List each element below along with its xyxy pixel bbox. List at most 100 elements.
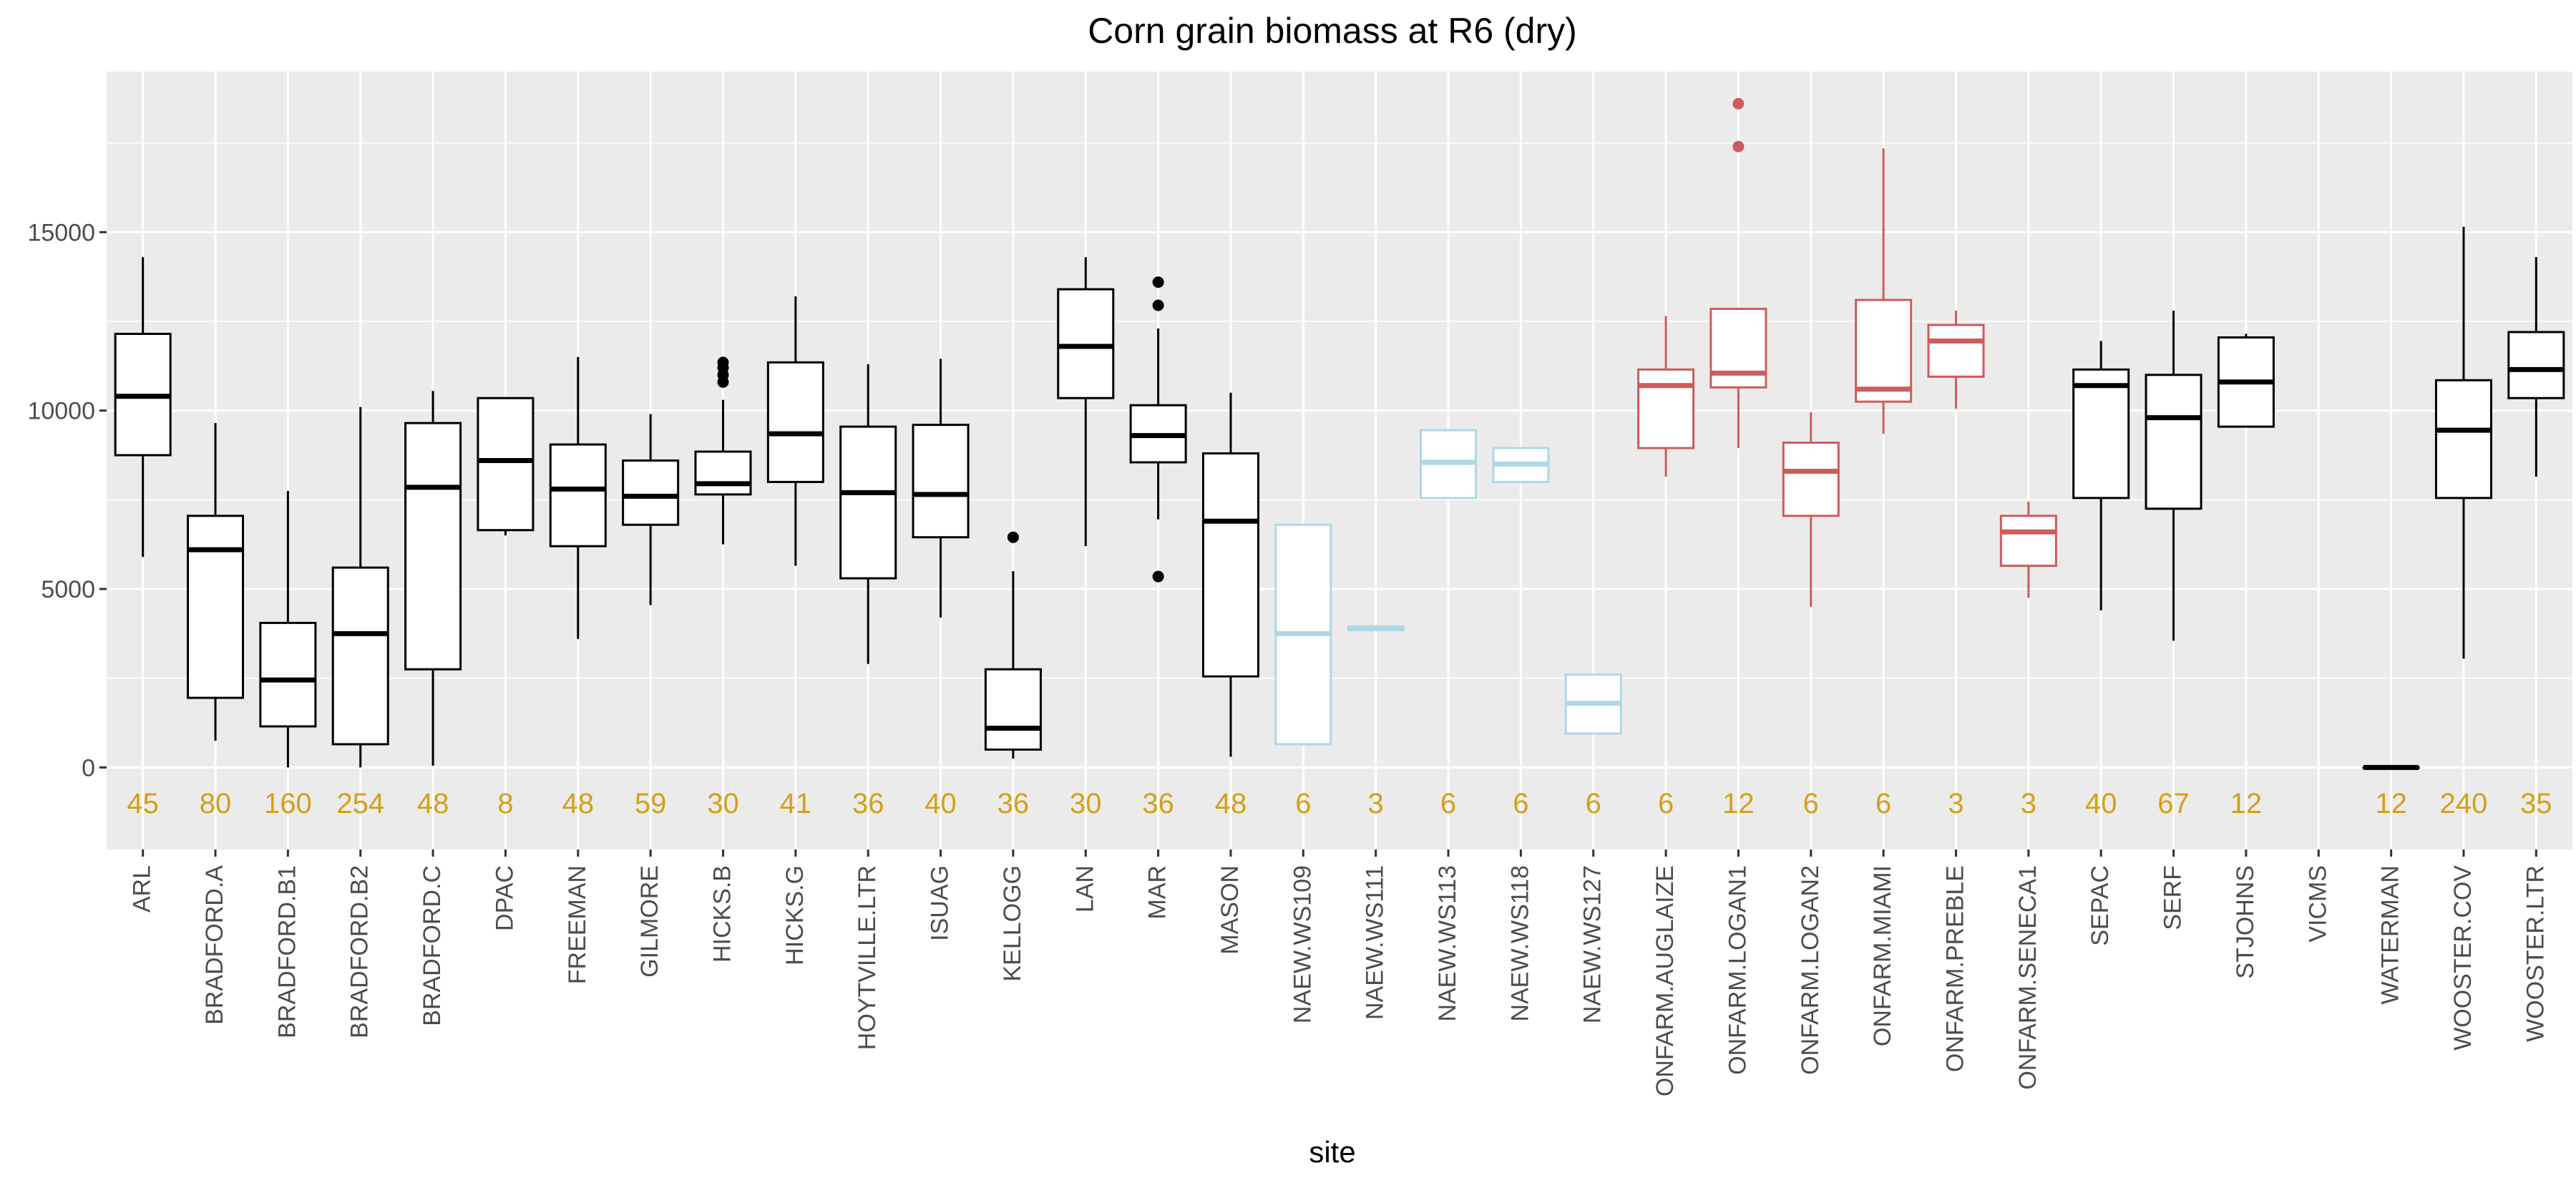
y-tick-label: 10000: [27, 398, 95, 425]
box: [1999, 515, 2057, 568]
box: [1057, 288, 1115, 399]
count-label: 80: [200, 788, 232, 819]
x-tick-label: ARL: [129, 865, 156, 912]
box: [2507, 331, 2565, 399]
count-label: 6: [1875, 788, 1891, 819]
outlier-point: [1732, 140, 1745, 152]
box: [2072, 368, 2130, 500]
outlier-point: [1007, 531, 1019, 543]
count-label: 36: [852, 788, 884, 819]
count-label: 12: [2375, 788, 2407, 819]
x-tick-label: ONFARM.SENECA1: [2014, 865, 2041, 1090]
count-label: 30: [1070, 788, 1102, 819]
x-tick-label: BRADFORD.C: [419, 865, 446, 1026]
x-tick-label: STJOHNS: [2232, 865, 2259, 979]
count-label: 160: [264, 788, 312, 819]
x-tick-label: SEPAC: [2087, 865, 2114, 946]
count-label: 6: [1658, 788, 1674, 819]
box-layer: [114, 97, 2565, 770]
x-tick-label: HICKS.G: [781, 865, 809, 965]
box: [766, 361, 824, 483]
box: [2145, 374, 2202, 510]
box: [1855, 298, 1913, 403]
x-tick-label: KELLOGG: [999, 865, 1026, 982]
outlier-point: [1732, 97, 1745, 109]
x-tick-label: WOOSTER.LTR: [2522, 865, 2549, 1042]
count-label: 41: [780, 788, 812, 819]
count-label: 30: [707, 788, 739, 819]
x-axis-title: site: [1309, 1135, 1355, 1169]
x-tick-label: NAEW.WS109: [1289, 865, 1316, 1023]
box: [2434, 379, 2492, 500]
box: [549, 443, 607, 547]
count-label: 6: [1513, 788, 1528, 819]
box: [1782, 442, 1840, 517]
x-tick-label: FREEMAN: [564, 865, 591, 984]
box: [839, 425, 897, 580]
x-tick-label: BRADFORD.A: [201, 865, 228, 1025]
box: [622, 459, 680, 526]
count-label: 40: [924, 788, 957, 819]
box: [1201, 452, 1259, 678]
x-tick-label: SERF: [2160, 865, 2187, 930]
count-label: 48: [1215, 788, 1247, 819]
y-axis: 0 5000 10000 15000: [27, 219, 107, 782]
count-label: 48: [562, 788, 595, 819]
box: [404, 422, 462, 671]
box: [187, 515, 245, 699]
box: [912, 424, 970, 539]
x-tick-label: ONFARM.LOGAN1: [1724, 865, 1751, 1075]
count-label: 48: [417, 788, 449, 819]
count-label: 36: [1142, 788, 1174, 819]
count-label: 3: [1948, 788, 1963, 819]
x-tick-label: ONFARM.LOGAN2: [1797, 865, 1824, 1075]
outlier-point: [1152, 570, 1164, 583]
x-tick-label: GILMORE: [636, 865, 663, 978]
count-label: 45: [127, 788, 159, 819]
x-tick-label: HICKS.B: [709, 865, 736, 963]
y-tick-label: 15000: [27, 219, 95, 246]
x-axis: ARL BRADFORD.A BRADFORD.B1 BRADFORD.B2 BRADF…: [129, 850, 2549, 1096]
outlier-point: [1152, 276, 1164, 288]
count-label: 6: [1440, 788, 1456, 819]
outlier-point: [1152, 299, 1164, 311]
box: [694, 450, 752, 496]
count-label: 35: [2520, 788, 2552, 819]
outlier-point: [717, 356, 729, 369]
box: [1637, 368, 1695, 449]
count-label: 6: [1803, 788, 1819, 819]
count-label: 254: [336, 788, 384, 819]
x-tick-label: NAEW.WS113: [1434, 865, 1461, 1022]
count-label: 8: [497, 788, 513, 819]
count-label: 12: [1722, 788, 1755, 819]
x-tick-label: DPAC: [491, 865, 518, 931]
box: [331, 566, 389, 746]
x-tick-label: NAEW.WS111: [1362, 865, 1389, 1020]
x-tick-label: ONFARM.AUGLAIZE: [1652, 865, 1679, 1096]
count-label: 6: [1586, 788, 1601, 819]
x-tick-label: HOYTVILLE.LTR: [854, 865, 881, 1050]
x-tick-label: ONFARM.MIAMI: [1869, 865, 1896, 1046]
x-tick-label: MAR: [1144, 865, 1171, 920]
x-tick-label: LAN: [1071, 865, 1098, 912]
plot-panel: [107, 72, 2572, 850]
x-tick-label: ONFARM.PREBLE: [1942, 865, 1969, 1072]
x-tick-label: VICMS: [2304, 865, 2331, 943]
x-tick-label: MASON: [1216, 865, 1244, 955]
count-label: 6: [1295, 788, 1311, 819]
x-tick-label: ISUAG: [927, 865, 954, 941]
box: [1927, 323, 1985, 378]
x-tick-label: BRADFORD.B1: [273, 865, 301, 1038]
count-label: 12: [2230, 788, 2263, 819]
chart-title: Corn grain biomass at R6 (dry): [1088, 11, 1577, 51]
count-label: 67: [2157, 788, 2190, 819]
count-label: 59: [635, 788, 667, 819]
x-tick-label: BRADFORD.B2: [346, 865, 374, 1038]
box: [477, 396, 535, 532]
x-tick-label: WATERMAN: [2377, 865, 2404, 1005]
count-label: 3: [2021, 788, 2036, 819]
count-label: 36: [997, 788, 1030, 819]
x-tick-label: NAEW.WS127: [1579, 865, 1606, 1023]
count-labels: 45 80 160 254 48 8 48 59 30 41 36 40 36 30 36 48 6 3 6 6 6 6 1…: [127, 788, 2552, 819]
